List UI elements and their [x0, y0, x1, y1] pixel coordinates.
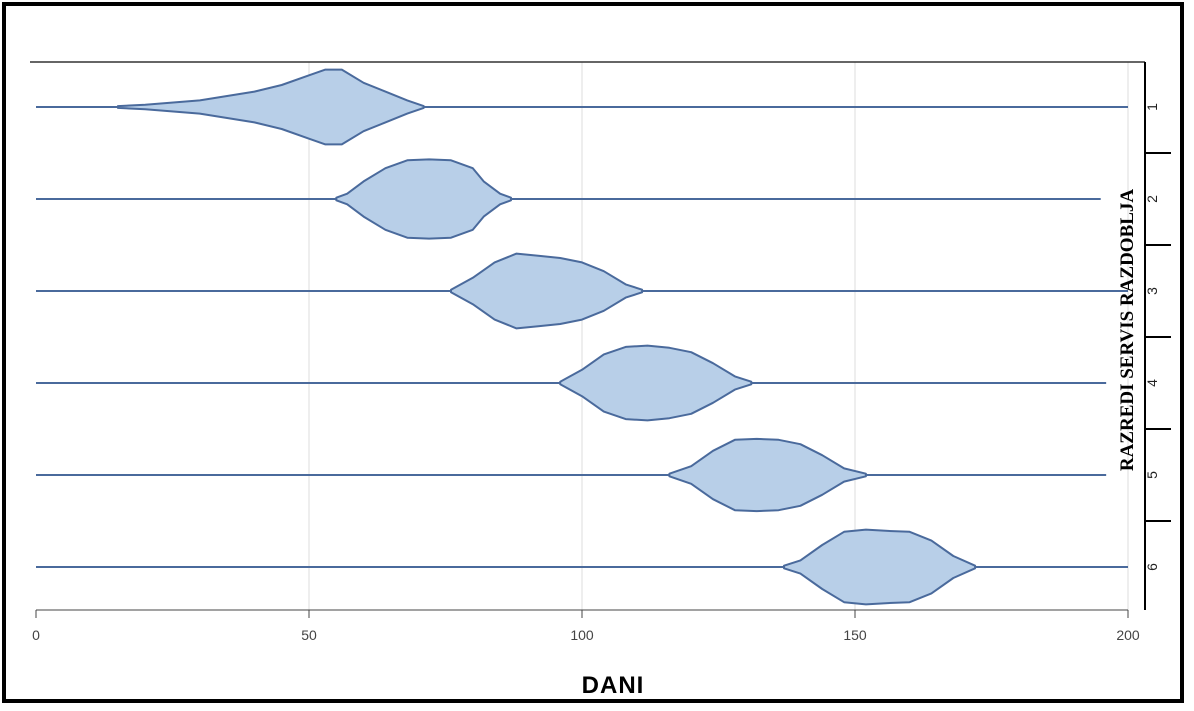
category-axis: 1 2 3 4 5 6: [1144, 62, 1171, 610]
violin-5: [668, 437, 867, 513]
x-tick-label: 200: [1116, 627, 1140, 643]
category-label: 2: [1144, 195, 1160, 203]
x-tick-label: 150: [843, 627, 867, 643]
violin-2: [335, 158, 512, 240]
x-axis: 0 50 100 150 200: [30, 61, 1145, 643]
violin-3: [450, 252, 644, 330]
category-label: 4: [1144, 379, 1160, 387]
chart-frame: [2, 2, 1184, 703]
violins: [116, 68, 977, 606]
x-tick-label: 0: [32, 627, 40, 643]
x-tick-label: 50: [301, 627, 317, 643]
category-label: 1: [1144, 103, 1160, 111]
x-tick-label: 100: [570, 627, 594, 643]
category-label: 3: [1144, 287, 1160, 295]
category-label: 5: [1144, 471, 1160, 479]
x-axis-title: DANI: [582, 672, 645, 699]
violin-4: [559, 344, 753, 422]
category-label: 6: [1144, 563, 1160, 571]
y-axis-title: RAZREDI SERVIS RAZDOBLJA: [1117, 189, 1138, 472]
violin-1: [116, 68, 425, 146]
violin-6: [783, 528, 977, 606]
grid-lines: [308, 62, 1129, 610]
